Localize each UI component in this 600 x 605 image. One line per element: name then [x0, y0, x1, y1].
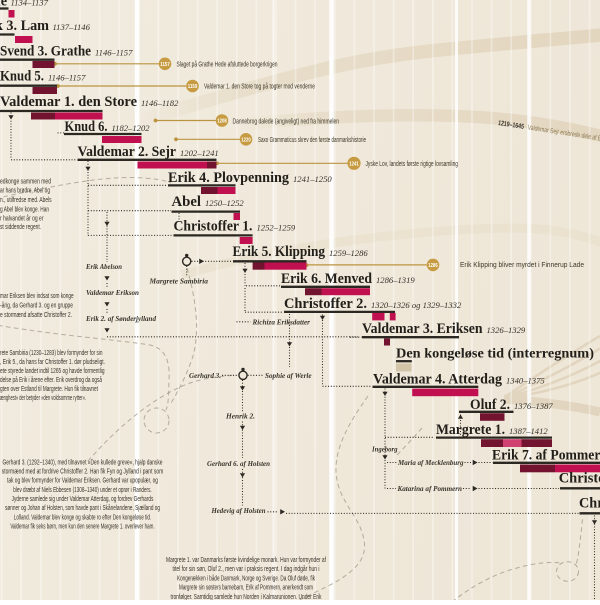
svg-text:Knud 6.: Knud 6. — [65, 119, 108, 135]
svg-text:tak og blev formynder for Vald: tak og blev formynder for Valdemar Eriks… — [7, 476, 158, 485]
svg-text:Henrik 2.: Henrik 2. — [225, 412, 255, 421]
svg-text:ete styrede landet indtil 1265: ete styrede landet indtil 1265 og havde … — [0, 366, 105, 375]
svg-text:Erik Abelson: Erik Abelson — [85, 262, 122, 271]
svg-text:Erik 4. Plovpenning: Erik 4. Plovpenning — [168, 170, 289, 186]
svg-text:tronfølger. Samtidig samlede h: tronfølger. Samtidig samlede hun Norden … — [171, 592, 322, 600]
svg-text:Lolland. Valdemar blev konge o: Lolland. Valdemar blev konge og skabte r… — [14, 512, 151, 521]
svg-text:Margrete sin søsters barnebarn: Margrete sin søsters barnebarn, Erik af … — [179, 583, 313, 592]
svg-text:Gerhard 3.: Gerhard 3. — [189, 371, 221, 380]
svg-text:1252–1259: 1252–1259 — [257, 223, 296, 233]
svg-text:mar Eriksen blev indsat som ko: mar Eriksen blev indsat som konge — [0, 291, 74, 300]
svg-text:1259–1286: 1259–1286 — [329, 248, 368, 258]
svg-text:Erik 2. Emune: Erik 2. Emune — [0, 0, 7, 10]
svg-text:Erik 5. Klipping: Erik 5. Klipping — [233, 244, 326, 260]
svg-text:Valdemar fik seks børn, men ku: Valdemar fik seks børn, men kun den sene… — [10, 521, 154, 530]
svg-text:1146–1157: 1146–1157 — [48, 73, 86, 83]
svg-text:Erik 2. af Sønderjylland: Erik 2. af Sønderjylland — [85, 314, 156, 323]
svg-text:gten over Estland til Margrete: gten over Estland til Margrete. Hun fik … — [0, 384, 99, 393]
svg-text:Erik Klipping bliver myrdet i: Erik Klipping bliver myrdet i Finnerup L… — [460, 260, 584, 269]
svg-text:Kongerækken i både Danmark, No: Kongerækken i både Danmark, Norge og Sve… — [177, 573, 315, 582]
svg-text:stormænd med at fordrive Chris: stormænd med at fordrive Christoffer 2. … — [2, 467, 164, 476]
svg-text:1146–1182: 1146–1182 — [141, 98, 179, 108]
svg-text:1202–1241: 1202–1241 — [180, 148, 219, 158]
svg-text:Valdemar Erikson: Valdemar Erikson — [86, 288, 139, 297]
svg-text:n., utilfredse med. Abels: n., utilfredse med. Abels — [0, 195, 52, 204]
svg-text:Katarina af Pommern: Katarina af Pommern — [397, 484, 462, 493]
svg-text:Slaget på Grathe Hede afslutte: Slaget på Grathe Hede afsluttede borgerk… — [177, 59, 278, 68]
svg-text:1376–1387: 1376–1387 — [514, 401, 553, 411]
svg-text:1320–1326 og 1329–1332: 1320–1326 og 1329–1332 — [371, 300, 462, 310]
svg-text:1326–1329: 1326–1329 — [487, 325, 526, 335]
svg-text:Margrete 1.: Margrete 1. — [436, 422, 505, 438]
svg-text:Oluf 2.: Oluf 2. — [470, 397, 510, 413]
svg-text:Hedevig af Holsten: Hedevig af Holsten — [211, 506, 266, 515]
svg-text:1182–1202: 1182–1202 — [112, 123, 151, 133]
svg-text:Christoffer 2.: Christoffer 2. — [284, 296, 367, 312]
svg-text:rete Sambiria (1230–1283) blev: rete Sambiria (1230–1283) blev formynder… — [0, 348, 103, 357]
svg-text:Valdemar 1. den Store tog på t: Valdemar 1. den Store tog på togter mod … — [204, 82, 315, 91]
svg-text:1241–1250: 1241–1250 — [293, 174, 332, 184]
svg-text:Gerhard 6. af Holsten: Gerhard 6. af Holsten — [207, 459, 270, 468]
svg-text:blev dræbt af Niels Ebbesen (1: blev dræbt af Niels Ebbesen (1308–1340) … — [13, 485, 151, 494]
svg-text:, Erik 5., da hans far Christo: , Erik 5., da hans far Christoffer 1. dø… — [0, 357, 105, 366]
svg-text:Knud 5.: Knud 5. — [0, 69, 44, 85]
svg-text:sønner og Johan af Holsten, so: sønner og Johan af Holsten, som havde pa… — [5, 503, 160, 512]
svg-text:ænghest« der betyder »den vold: ænghest« der betyder »den voldsomme rytt… — [0, 393, 86, 402]
svg-text:1250–1252: 1250–1252 — [205, 198, 244, 208]
svg-text:Valdemar 1. den Store: Valdemar 1. den Store — [0, 94, 137, 110]
svg-text:1286–1319: 1286–1319 — [376, 275, 415, 285]
svg-text:Abel: Abel — [172, 194, 202, 210]
svg-text:Margrete 1. var Danmarks først: Margrete 1. var Danmarks første kvindeli… — [166, 555, 327, 564]
svg-text:1387–1412: 1387–1412 — [509, 426, 548, 436]
svg-text:Valdemar 4. Atterdag: Valdemar 4. Atterdag — [373, 372, 502, 388]
svg-text:1241: 1241 — [349, 161, 359, 167]
svg-text:titel for sin søn, Oluf 2., me: titel for sin søn, Oluf 2., men var i pr… — [173, 564, 320, 573]
svg-text:Christoffer 3. af Bayern: Christoffer 3. af Bayern — [559, 470, 600, 486]
svg-text:Christian 1.: Christian 1. — [579, 496, 600, 512]
svg-text:Ingeborg: Ingeborg — [371, 445, 398, 454]
svg-text:Dannebrog dalede (angiveligt): Dannebrog dalede (angiveligt) ned fra hi… — [233, 116, 340, 125]
svg-text:Christoffer 1.: Christoffer 1. — [174, 219, 253, 235]
svg-text:1146–1157: 1146–1157 — [95, 48, 133, 58]
svg-text:Gerhard 3. (1292–1340), med ti: Gerhard 3. (1292–1340), med tilnavnet »D… — [3, 457, 163, 466]
svg-text:1134–1137: 1134–1137 — [11, 0, 49, 8]
svg-text:Den kongeløse tid (interregnum: Den kongeløse tid (interregnum) — [396, 347, 594, 362]
svg-text:Jyske Lov, landets første rigt: Jyske Lov, landets første rigtige lovsam… — [366, 159, 459, 168]
svg-text:Svend 3. Grathe: Svend 3. Grathe — [0, 44, 91, 60]
svg-text:Valdemar 2. Sejr: Valdemar 2. Sejr — [78, 144, 177, 160]
svg-text:Erik 3. Lam: Erik 3. Lam — [0, 18, 49, 34]
svg-text:Saxo Grammaticus skrev den før: Saxo Grammaticus skrev den første danmar… — [258, 135, 366, 144]
svg-text:Erik 6. Menved: Erik 6. Menved — [281, 271, 372, 287]
svg-text:1157: 1157 — [160, 62, 170, 68]
svg-text:Margrete Sambiria: Margrete Sambiria — [149, 277, 209, 286]
svg-text:-årig, da Gerhard 3. og en gru: -årig, da Gerhard 3. og en gruppe — [0, 301, 73, 310]
svg-text:1220: 1220 — [241, 137, 251, 143]
svg-text:Jyderne samlede sig under Vald: Jyderne samlede sig under Valdemar Atter… — [12, 494, 154, 503]
svg-text:Sophie af Werle: Sophie af Werle — [265, 371, 312, 380]
svg-text:ar hans brødre, Abel og: ar hans brødre, Abel og — [0, 186, 50, 195]
svg-text:delse på Erik i årene efter. E: delse på Erik i årene efter. Erik overdr… — [0, 375, 102, 384]
svg-text:Richiza Eriksdatter: Richiza Eriksdatter — [252, 317, 311, 326]
svg-text:1286: 1286 — [428, 263, 438, 269]
svg-text:Valdemar 3. Eriksen: Valdemar 3. Eriksen — [362, 321, 483, 337]
svg-text:1340–1375: 1340–1375 — [506, 376, 545, 386]
svg-text:1219–1645: 1219–1645 — [498, 119, 525, 131]
svg-text:g Abel blev konge. Han: g Abel blev konge. Han — [0, 205, 49, 214]
svg-text:1137–1146: 1137–1146 — [53, 22, 91, 32]
svg-text:e stormænd afsatte Christoffer: e stormænd afsatte Christoffer 2. — [0, 310, 72, 319]
svg-text:st siddende regent.: st siddende regent. — [0, 222, 41, 231]
svg-text:1208: 1208 — [217, 119, 227, 125]
svg-text:Maria af Mecklenburg: Maria af Mecklenburg — [397, 458, 464, 467]
svg-text:edkonge sammen med: edkonge sammen med — [0, 177, 51, 186]
svg-text:1159: 1159 — [188, 84, 198, 90]
svg-text:r halvandet år og er: r halvandet år og er — [0, 214, 44, 223]
svg-text:Erik 7. af Pommern: Erik 7. af Pommern — [492, 447, 600, 463]
